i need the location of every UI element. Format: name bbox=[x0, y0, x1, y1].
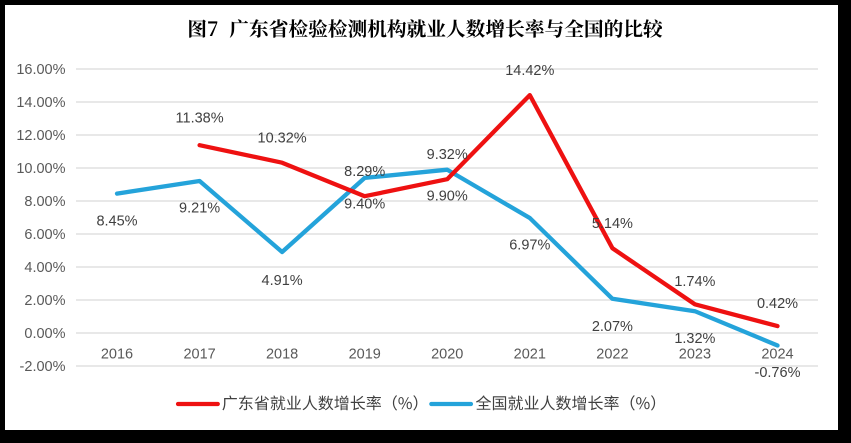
svg-text:2016: 2016 bbox=[101, 347, 133, 363]
svg-text:6.97%: 6.97% bbox=[509, 238, 550, 254]
svg-text:8.45%: 8.45% bbox=[96, 213, 137, 229]
svg-text:2018: 2018 bbox=[266, 347, 298, 363]
svg-text:4.91%: 4.91% bbox=[262, 273, 303, 289]
svg-text:9.40%: 9.40% bbox=[344, 197, 385, 213]
svg-text:2017: 2017 bbox=[183, 347, 215, 363]
svg-text:0.42%: 0.42% bbox=[757, 296, 798, 312]
svg-text:-0.76%: -0.76% bbox=[755, 365, 801, 381]
svg-text:16.00%: 16.00% bbox=[16, 62, 65, 78]
svg-text:10.32%: 10.32% bbox=[258, 131, 307, 147]
svg-text:2.00%: 2.00% bbox=[24, 293, 65, 309]
svg-text:2.07%: 2.07% bbox=[592, 319, 633, 335]
svg-text:6.00%: 6.00% bbox=[24, 227, 65, 243]
svg-text:10.00%: 10.00% bbox=[16, 161, 65, 177]
svg-text:9.90%: 9.90% bbox=[427, 189, 468, 205]
svg-text:14.42%: 14.42% bbox=[505, 63, 554, 79]
svg-text:2019: 2019 bbox=[349, 347, 381, 363]
svg-text:9.21%: 9.21% bbox=[179, 201, 220, 217]
svg-text:9.32%: 9.32% bbox=[427, 147, 468, 163]
svg-text:-2.00%: -2.00% bbox=[20, 359, 66, 375]
svg-text:12.00%: 12.00% bbox=[16, 128, 65, 144]
svg-text:14.00%: 14.00% bbox=[16, 95, 65, 111]
svg-text:2023: 2023 bbox=[679, 347, 711, 363]
svg-text:2022: 2022 bbox=[596, 347, 628, 363]
svg-text:5.14%: 5.14% bbox=[592, 216, 633, 232]
svg-text:1.32%: 1.32% bbox=[674, 331, 715, 347]
svg-text:0.00%: 0.00% bbox=[24, 326, 65, 342]
svg-text:4.00%: 4.00% bbox=[24, 260, 65, 276]
svg-text:11.38%: 11.38% bbox=[176, 111, 224, 127]
svg-text:2020: 2020 bbox=[431, 347, 463, 363]
svg-text:8.29%: 8.29% bbox=[344, 164, 385, 180]
svg-text:1.74%: 1.74% bbox=[674, 274, 715, 290]
svg-text:2024: 2024 bbox=[761, 347, 793, 363]
svg-text:8.00%: 8.00% bbox=[24, 194, 65, 210]
svg-text:2021: 2021 bbox=[514, 347, 546, 363]
